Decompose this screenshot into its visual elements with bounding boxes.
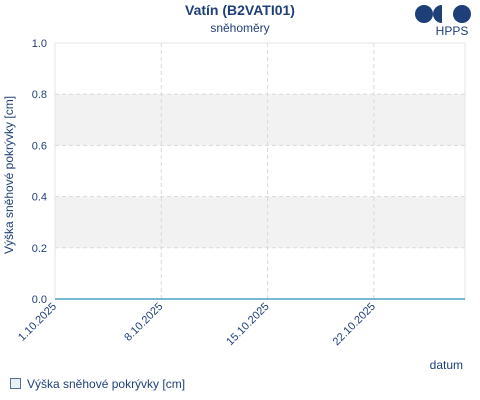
chart-legend[interactable]: Výška sněhové pokrývky [cm] bbox=[10, 377, 185, 391]
plot-grid bbox=[54, 42, 466, 300]
legend-label: Výška sněhové pokrývky [cm] bbox=[27, 377, 186, 391]
snow-depth-chart: 0.0 0.2 0.4 0.6 0.8 1.0 1.10.2025 8.10.2025 15.… bbox=[2, 38, 466, 372]
y-tick-label: 0.0 bbox=[32, 294, 47, 306]
x-axis-label: datum bbox=[430, 358, 463, 372]
x-tick-label: 8.10.2025 bbox=[122, 301, 165, 344]
y-axis-ticks: 0.0 0.2 0.4 0.6 0.8 1.0 bbox=[32, 38, 47, 306]
plot-band bbox=[55, 94, 465, 146]
x-tick-label: 22.10.2025 bbox=[331, 301, 378, 348]
hpps-logo bbox=[406, 0, 480, 42]
y-tick-label: 0.4 bbox=[32, 192, 47, 204]
y-tick-label: 0.6 bbox=[32, 140, 47, 152]
chart-title: Vatín (B2VATI01) bbox=[185, 2, 295, 18]
chart-subtitle: sněhoměry bbox=[210, 21, 270, 35]
x-tick-label: 1.10.2025 bbox=[16, 301, 59, 344]
plot-bands bbox=[55, 94, 465, 248]
logo-icon bbox=[415, 5, 471, 23]
plot-border bbox=[54, 42, 466, 300]
x-axis-ticks: 1.10.2025 8.10.2025 15.10.2025 22.10.2025 bbox=[16, 301, 378, 348]
y-tick-label: 1.0 bbox=[32, 38, 47, 50]
y-tick-label: 0.2 bbox=[32, 243, 47, 255]
logo-text: HPPS bbox=[435, 24, 469, 38]
y-axis-label: Výška sněhové pokrývky [cm] bbox=[2, 96, 16, 254]
legend-swatch bbox=[10, 378, 21, 389]
y-tick-label: 0.8 bbox=[32, 89, 47, 101]
plot-band bbox=[55, 196, 465, 248]
x-tick-label: 15.10.2025 bbox=[224, 301, 271, 348]
